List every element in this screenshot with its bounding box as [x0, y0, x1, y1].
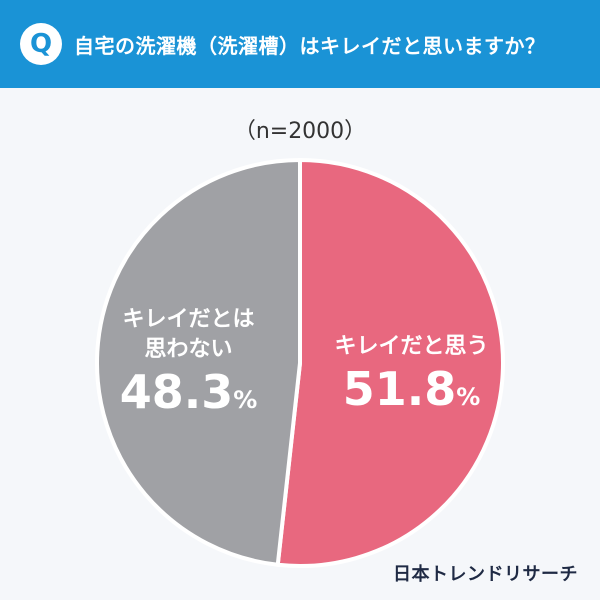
pie-slice-2 [95, 157, 302, 567]
brand-logo-text: 日本トレンドリサーチ [393, 564, 578, 585]
slice-value-1: 51.8% [343, 362, 481, 416]
header-bar: Q 自宅の洗濯機（洗濯槽）はキレイだと思いますか？ [0, 0, 600, 88]
slice-value-2: 48.3% [120, 365, 258, 419]
slice-label-1-line-1: キレイだと思う [334, 334, 488, 359]
sample-size-label: （n=2000） [233, 119, 367, 144]
pie-slice-1 [275, 157, 506, 568]
slice-label-2-line-1: キレイだとは [123, 307, 255, 332]
question-title: 自宅の洗濯機（洗濯槽）はキレイだと思いますか？ [74, 33, 546, 58]
question-badge: Q [20, 23, 62, 65]
slice-label-2-line-2: 思わない [145, 337, 233, 362]
